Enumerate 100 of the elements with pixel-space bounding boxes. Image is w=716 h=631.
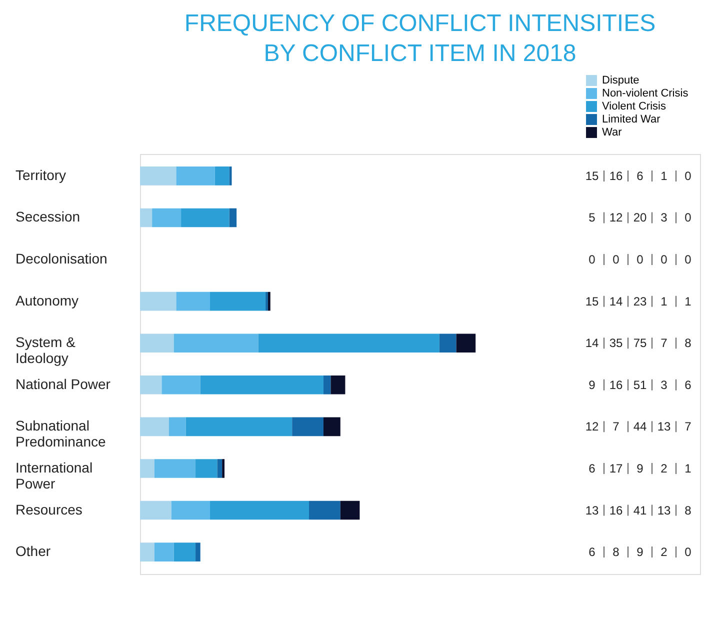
y-tick-label: Autonomy [16, 292, 79, 308]
legend-label: Violent Crisis [602, 100, 666, 112]
data-label: 14 [609, 294, 623, 308]
data-label: 20 [633, 210, 647, 225]
data-label: 16 [609, 168, 623, 183]
y-tick-label: Resources [16, 501, 82, 518]
data-label: 1 [660, 294, 668, 308]
data-label: 0 [612, 252, 620, 267]
data-label: 9 [588, 378, 596, 392]
bar [330, 375, 346, 394]
data-label: 41 [633, 503, 647, 518]
data-label: 8 [612, 545, 620, 560]
bar [176, 166, 215, 186]
data-label: 13 [657, 503, 671, 518]
bar [292, 417, 324, 436]
data-label: 23 [633, 294, 647, 308]
data-label: 3 [660, 378, 668, 392]
bar [258, 334, 440, 353]
data-label: 0 [684, 168, 692, 183]
bar [229, 208, 237, 228]
data-label: 44 [633, 420, 647, 434]
y-tick-label: System & Ideology [16, 334, 76, 366]
data-label: 15 [585, 294, 599, 308]
bar [217, 459, 222, 478]
data-label: 7 [612, 420, 620, 434]
data-label: 16 [609, 503, 623, 518]
data-label: 1 [684, 294, 692, 308]
data-label: 12 [585, 420, 599, 434]
bar [196, 459, 218, 478]
bar [162, 375, 200, 394]
bar [140, 542, 154, 562]
bar [174, 334, 258, 353]
bar [309, 500, 340, 520]
legend-label: War [602, 126, 622, 138]
bar [186, 417, 292, 436]
legend-label: Dispute [602, 74, 640, 86]
data-label: 0 [636, 252, 644, 267]
data-label: 9 [636, 545, 644, 560]
bar [140, 292, 176, 311]
bar [214, 166, 230, 186]
data-label: 16 [609, 378, 623, 392]
data-label: 6 [636, 168, 644, 183]
bar [323, 375, 331, 394]
bar [456, 334, 476, 353]
data-label: 0 [684, 545, 692, 560]
bar [154, 459, 196, 478]
data-label: 9 [636, 461, 644, 476]
data-label: 1 [684, 461, 692, 476]
bar [439, 334, 456, 353]
data-label: 7 [684, 420, 692, 434]
bar [181, 208, 230, 228]
bar [200, 375, 324, 394]
data-label: 0 [588, 252, 596, 267]
bar [268, 292, 270, 311]
bar [168, 417, 186, 436]
bar [140, 417, 169, 436]
data-label: 2 [660, 461, 668, 476]
data-label: 13 [585, 503, 599, 518]
data-label: 15 [585, 168, 599, 183]
data-label: 1 [660, 168, 668, 183]
bar [210, 500, 309, 520]
data-label: 2 [660, 545, 668, 560]
data-label: 14 [585, 336, 599, 350]
y-tick-label: Subnational Predominance [16, 418, 106, 450]
data-label: 0 [660, 252, 668, 267]
data-label: 7 [660, 336, 668, 350]
data-label: 0 [684, 252, 692, 267]
bar [323, 417, 340, 436]
y-tick-label: Secession [16, 208, 80, 225]
chart-title: FREQUENCY OF CONFLICT INTENSITIES BY CONFLICT ITEM IN 2018 [184, 10, 656, 67]
data-label: 17 [609, 461, 623, 476]
y-tick-label: National Power [16, 376, 111, 392]
data-label: 13 [657, 420, 671, 434]
bar [210, 292, 266, 311]
data-label: 3 [660, 210, 668, 225]
legend-label: Non-violent Crisis [602, 88, 689, 100]
data-label: 8 [684, 336, 692, 350]
y-tick-label: Other [16, 543, 51, 560]
bar [152, 208, 182, 228]
legend-label: Limited War [602, 114, 661, 126]
bar [140, 334, 174, 353]
data-label: 35 [609, 336, 623, 350]
data-label: 75 [633, 336, 647, 350]
bar [140, 500, 172, 520]
y-tick-label: International Power [16, 459, 93, 492]
bar [196, 542, 200, 562]
bar [176, 292, 210, 311]
data-label: 51 [633, 378, 647, 392]
y-tick-label: Decolonisation [16, 250, 108, 267]
bar [171, 500, 210, 520]
bar [140, 208, 152, 228]
data-label: 6 [588, 461, 596, 476]
data-label: 6 [588, 545, 596, 560]
bar [340, 500, 360, 520]
bar [140, 375, 162, 394]
bar [140, 166, 176, 186]
bar [140, 459, 154, 478]
data-label: 0 [684, 210, 692, 225]
y-tick-label: Territory [16, 166, 66, 183]
data-label: 6 [684, 378, 692, 392]
